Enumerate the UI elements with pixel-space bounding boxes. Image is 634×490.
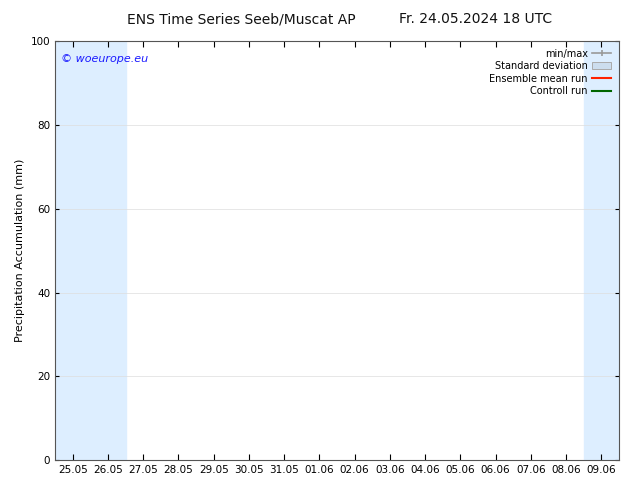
- Y-axis label: Precipitation Accumulation (mm): Precipitation Accumulation (mm): [15, 159, 25, 343]
- Legend: min/max, Standard deviation, Ensemble mean run, Controll run: min/max, Standard deviation, Ensemble me…: [486, 46, 614, 99]
- Bar: [55, 41, 126, 460]
- Text: © woeurope.eu: © woeurope.eu: [61, 53, 148, 64]
- Bar: [584, 41, 634, 460]
- Text: Fr. 24.05.2024 18 UTC: Fr. 24.05.2024 18 UTC: [399, 12, 552, 26]
- Text: ENS Time Series Seeb/Muscat AP: ENS Time Series Seeb/Muscat AP: [127, 12, 355, 26]
